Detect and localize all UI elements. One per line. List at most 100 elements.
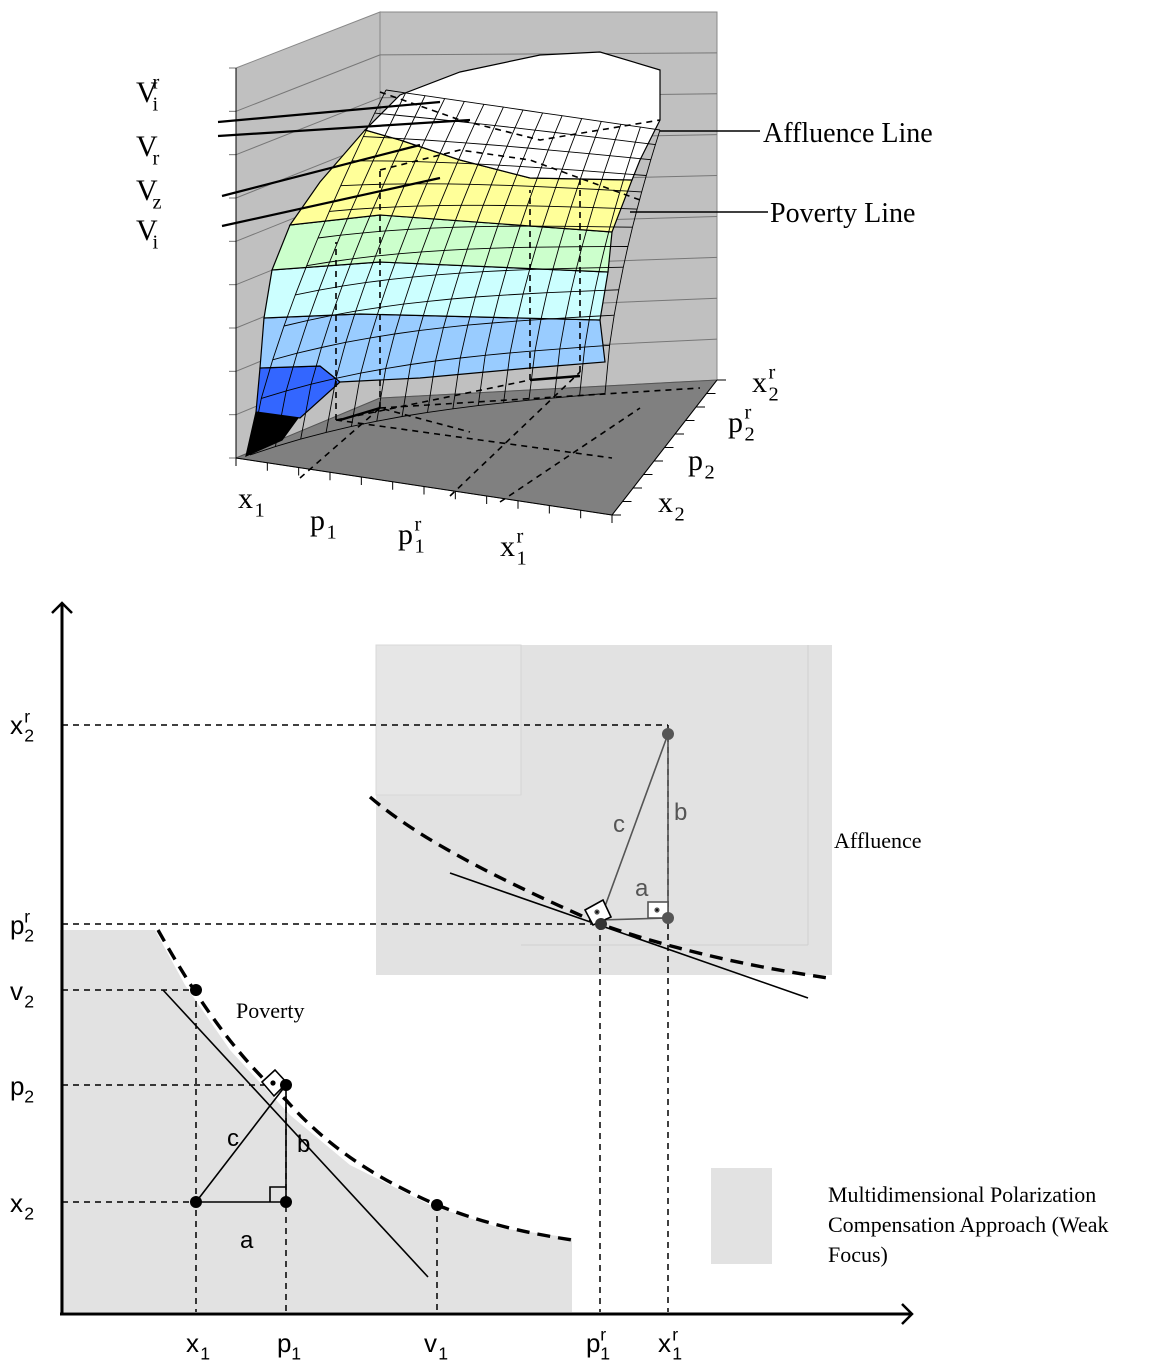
- poverty-tangent: [162, 989, 429, 1278]
- bottom-tick-label-sub: 1: [415, 535, 425, 557]
- right-angle-dot: [270, 1080, 276, 1086]
- bottom-tick-label: p r1: [398, 514, 425, 558]
- bottom-tick-label-base: x: [500, 530, 515, 563]
- left-label-sup: r: [153, 72, 160, 94]
- point-v1: [431, 1199, 443, 1211]
- point-p: [280, 1079, 292, 1091]
- x-tick-label: p r1: [586, 1324, 610, 1363]
- mesh-col: [274, 92, 407, 447]
- left-label-sub: i: [153, 231, 159, 253]
- legend: Multidimensional Polarization Compensati…: [711, 1168, 1109, 1267]
- wall-gridline: [235, 54, 381, 112]
- mesh-col: [300, 95, 426, 440]
- x-tick-label-sup: r: [672, 1324, 678, 1344]
- right-angle-dot: [654, 907, 660, 913]
- mesh-col: [452, 112, 544, 409]
- mesh-col: [604, 129, 661, 394]
- right-tick-label: x r2: [752, 362, 779, 406]
- right-leader-lines: [630, 130, 768, 213]
- points: [190, 728, 674, 1211]
- left-label: Vz: [136, 174, 162, 213]
- right-tick-label-sup: r: [769, 362, 776, 384]
- affluence-region-inner: [375, 644, 522, 796]
- point-x: [190, 1196, 202, 1208]
- left-label: Vi: [136, 214, 159, 253]
- right-tick-label-sub: 2: [745, 423, 755, 445]
- x-tick-label-base: p: [586, 1328, 600, 1358]
- mesh-col: [579, 126, 641, 396]
- x-tick-label-base: v: [424, 1328, 437, 1358]
- x-tick-label-sub: 1: [438, 1343, 448, 1363]
- y-tick-label-sub: 2: [24, 725, 34, 745]
- wall-gridline: [379, 52, 718, 56]
- y-tick-label: x r2: [10, 706, 34, 745]
- point-corner-r: [662, 912, 674, 924]
- poverty-region: [60, 930, 572, 1312]
- point-pr: [595, 918, 607, 930]
- y-tick-label-base: x: [10, 710, 23, 740]
- affluence-line-label: Affluence Line: [763, 118, 933, 149]
- legend-line-3: Focus): [828, 1242, 888, 1267]
- affluence-region: [375, 644, 832, 975]
- poverty-label-b: b: [297, 1131, 310, 1158]
- y-tick-label-base: x: [10, 1188, 23, 1218]
- mesh-col: [350, 101, 465, 427]
- bottom-tick-labels: x 1 p 1 p r1 x r1: [238, 482, 527, 569]
- point-v2: [190, 984, 202, 996]
- affluence-label-c: c: [613, 811, 625, 838]
- x-tick-label-sub: 1: [200, 1343, 210, 1363]
- triangle-labels: a b c a b c: [227, 799, 687, 1254]
- right-axis: [611, 379, 726, 516]
- mesh-col: [427, 109, 524, 413]
- mesh-col: [325, 98, 446, 433]
- mesh-col: [249, 89, 387, 456]
- right-tick-label-sub: 2: [705, 461, 715, 483]
- y-tick-label-sup: r: [24, 706, 30, 726]
- bottom-tick-label-base: p: [398, 518, 413, 551]
- legend-swatch: [711, 1168, 772, 1264]
- left-label-base: V: [136, 130, 158, 163]
- affluence-label-a: a: [635, 875, 649, 902]
- y-tick-label-sup: r: [24, 906, 30, 926]
- left-label-sub: z: [153, 191, 162, 213]
- mesh-col: [376, 104, 485, 422]
- line-labels: Affluence Line Poverty Line: [763, 118, 933, 229]
- bottom-tick-label-sub: 1: [327, 521, 337, 543]
- wall-gridline: [235, 97, 381, 156]
- x-tick-label-base: x: [658, 1328, 671, 1358]
- right-tick-label-sub: 2: [769, 383, 779, 405]
- x-tick-label-sub: 1: [291, 1343, 301, 1363]
- front-axis: [235, 457, 613, 523]
- x-tick-label-base: x: [186, 1328, 199, 1358]
- x-tick-label-sub: 1: [672, 1343, 682, 1363]
- poverty-label-c: c: [227, 1125, 239, 1152]
- mesh-col: [503, 118, 583, 403]
- y-tick-label-sub: 2: [24, 991, 34, 1011]
- surface-mesh: [249, 89, 661, 456]
- left-label: Vr: [136, 130, 160, 169]
- point-xr: [662, 728, 674, 740]
- right-tick-label-base: x: [752, 366, 767, 399]
- bottom-tick-label-sup: r: [415, 514, 422, 536]
- bottom-tick-label: x r1: [500, 526, 527, 570]
- poverty-line-label: Poverty Line: [770, 198, 915, 229]
- poverty-label-a: a: [240, 1227, 254, 1254]
- mesh-col: [401, 106, 504, 417]
- projection-lines: [299, 91, 701, 503]
- floor-segments: [339, 374, 581, 422]
- y-tick-label-base: p: [10, 910, 24, 940]
- affluence-label-b: b: [674, 799, 687, 826]
- right-tick-label: p r2: [728, 402, 755, 446]
- mesh-col: [528, 121, 602, 401]
- bottom-tick-label-sup: r: [517, 526, 524, 548]
- right-tick-label-sup: r: [745, 402, 752, 424]
